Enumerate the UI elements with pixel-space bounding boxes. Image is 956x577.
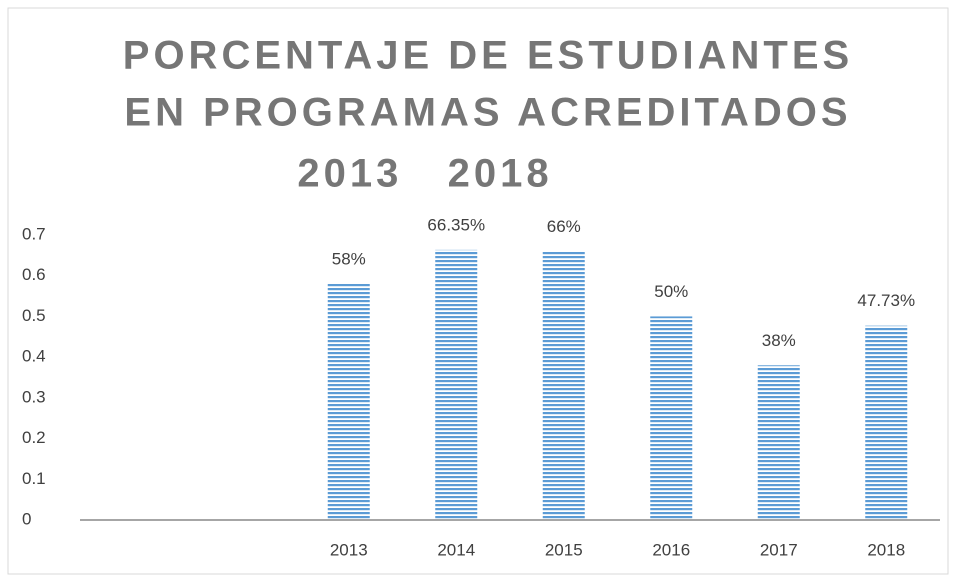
chart-title: 2013 2018 (297, 152, 552, 196)
bar (435, 249, 478, 520)
bar (542, 251, 585, 521)
data-label: 58% (332, 249, 366, 268)
data-label: 47.73% (857, 291, 915, 310)
bar (327, 283, 370, 520)
y-tick-label: 0.1 (22, 469, 46, 488)
bar (757, 365, 800, 520)
data-label: 38% (762, 331, 796, 350)
chart-title: PORCENTAJE DE ESTUDIANTES (123, 34, 853, 78)
data-label: 66.35% (427, 215, 485, 234)
chart-frame (7, 7, 949, 575)
y-tick-label: 0.4 (22, 347, 46, 366)
x-tick-label: 2013 (330, 540, 368, 559)
x-tick-label: 2014 (437, 540, 475, 559)
chart-title: EN PROGRAMAS ACREDITADOS (124, 91, 851, 135)
x-tick-label: 2018 (867, 540, 905, 559)
bar (650, 316, 693, 520)
x-tick-label: 2016 (652, 540, 690, 559)
y-tick-label: 0.7 (22, 224, 46, 243)
data-label: 66% (547, 217, 581, 236)
y-tick-label: 0.3 (22, 387, 46, 406)
y-tick-label: 0.5 (22, 306, 46, 325)
x-tick-label: 2015 (545, 540, 583, 559)
y-tick-label: 0.2 (22, 428, 46, 447)
x-tick-label: 2017 (760, 540, 798, 559)
y-tick-label: 0.6 (22, 265, 46, 284)
bar (865, 325, 908, 520)
data-label: 50% (654, 282, 688, 301)
y-tick-label: 0 (22, 509, 31, 528)
